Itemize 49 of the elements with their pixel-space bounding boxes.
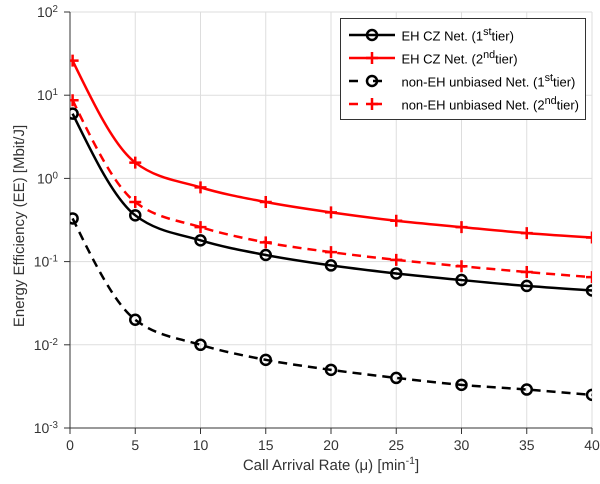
y-tick-label: 10$^{0}$ xyxy=(36,170,59,186)
point xyxy=(520,280,533,292)
x-tick-label: 20 xyxy=(323,437,339,453)
point xyxy=(193,220,208,234)
x-tick-label: 35 xyxy=(518,437,535,453)
x-tick-label: 0 xyxy=(66,437,74,453)
point xyxy=(194,338,207,352)
point xyxy=(390,372,402,384)
point xyxy=(258,235,273,250)
point xyxy=(520,264,534,280)
x-tick-label: 30 xyxy=(454,437,470,453)
point xyxy=(324,244,338,260)
point xyxy=(260,248,272,262)
point xyxy=(454,220,469,234)
y-tick-label: 10$^{-1}$ xyxy=(34,253,58,270)
x-tick-label: 10 xyxy=(192,437,208,453)
point xyxy=(258,194,273,210)
point xyxy=(193,180,208,195)
legend-label: non-EH unbiased Net. (1$^{st}$tier) xyxy=(401,72,576,90)
point xyxy=(389,213,404,228)
point xyxy=(390,267,402,280)
point xyxy=(128,155,142,170)
x-tick-label: 5 xyxy=(131,437,140,453)
x-tick-label: 15 xyxy=(258,437,274,453)
point xyxy=(324,259,338,272)
y-tick-label: 10$^{-2}$ xyxy=(34,336,58,353)
y-tick-label: 10$^{2}$ xyxy=(36,4,58,20)
point xyxy=(129,209,142,222)
point xyxy=(194,234,207,247)
point xyxy=(389,252,404,268)
x-tick-label: 25 xyxy=(388,437,404,453)
point xyxy=(455,378,468,392)
point xyxy=(520,226,534,240)
point xyxy=(455,274,468,286)
legend-label: EH CZ Net. (1$^{st}$tier) xyxy=(401,26,514,44)
x-axis-title: Call Arrival Rate (μ) [min$^{-1}$] xyxy=(242,455,420,474)
y-tick-label: 10$^{-3}$ xyxy=(34,420,59,436)
point xyxy=(454,258,469,274)
point xyxy=(128,194,142,210)
x-tick-label: 40 xyxy=(584,437,600,453)
point xyxy=(129,314,142,326)
point xyxy=(324,364,338,376)
point xyxy=(260,354,272,366)
y-axis-title: Energy Efficiency (EE) [Mbit/J] xyxy=(11,124,28,328)
legend-label: EH CZ Net. (2$^{nd}$tier) xyxy=(401,48,518,66)
point xyxy=(324,205,338,220)
legend-label: non-EH unbiased Net. (2$^{nd}$tier) xyxy=(401,94,579,112)
point xyxy=(520,383,533,396)
y-tick-label: 10$^{1}$ xyxy=(36,86,58,104)
